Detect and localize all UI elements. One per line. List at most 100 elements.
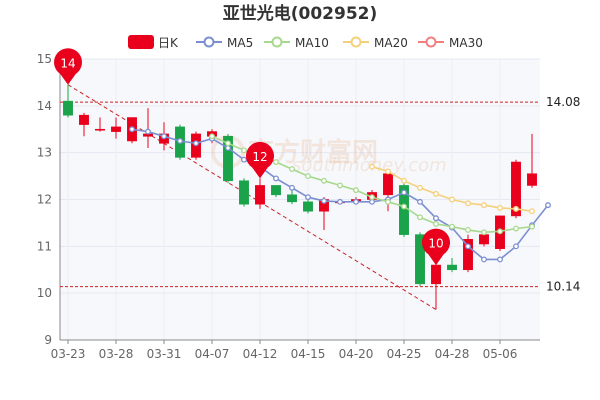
ma-point-ma5 (225, 145, 231, 151)
candle[interactable] (287, 190, 297, 205)
legend-item-ma10[interactable]: MA10 (264, 36, 329, 50)
ma-point-ma10 (497, 228, 503, 235)
legend-dot-ma20 (350, 36, 362, 48)
candle[interactable] (463, 234, 473, 273)
grid-lines (60, 58, 540, 341)
ma-point-ma10 (353, 187, 359, 194)
x-tick-label: 04-12 (243, 347, 278, 361)
candle[interactable] (239, 178, 249, 207)
candle[interactable] (111, 117, 121, 139)
chart-title: 亚世光电(002952) (223, 3, 378, 24)
price-markers: 14 12 10 (54, 48, 450, 266)
candle-body (431, 264, 441, 285)
legend-dot-ma5 (203, 36, 215, 48)
candle-body (63, 100, 73, 116)
ma-point-ma5 (497, 256, 503, 263)
ma-point-ma5 (161, 133, 167, 140)
candle[interactable] (415, 232, 425, 287)
ma-point-ma10 (241, 147, 247, 154)
ma-point-ma10 (417, 214, 423, 221)
ma-point-ma20 (497, 204, 503, 211)
ma-point-ma20 (465, 200, 471, 207)
ma-point-ma5 (545, 202, 551, 209)
price-marker-pin[interactable]: 12 (246, 141, 275, 179)
ma-point-ma20 (529, 208, 535, 215)
candle-body (223, 135, 233, 182)
x-tick-label: 03-23 (51, 347, 86, 361)
ma-point-ma5 (129, 126, 135, 133)
legend-label: MA20 (374, 36, 408, 50)
candle-body (111, 126, 121, 132)
ma-point-ma5 (177, 138, 183, 144)
ma-point-ma20 (417, 184, 423, 191)
legend-label: MA10 (295, 36, 329, 50)
ma-point-ma5 (289, 184, 295, 191)
candle[interactable] (303, 199, 313, 214)
candle-body (511, 161, 521, 217)
legend-label: MA5 (227, 36, 253, 50)
candle[interactable] (95, 117, 105, 132)
x-tick-label: 03-31 (147, 347, 182, 361)
legend-item-ma20[interactable]: MA20 (343, 36, 408, 50)
ma-point-ma20 (433, 190, 439, 197)
legend: 日K MA5 MA10 MA20 MA30 (128, 35, 483, 50)
ma-point-ma10 (273, 159, 279, 165)
ma-point-ma5 (417, 198, 423, 205)
ma-point-ma5 (337, 198, 343, 205)
price-marker-pin[interactable]: 10 (421, 228, 450, 266)
candle[interactable] (255, 178, 265, 209)
legend-item-日k[interactable]: 日K (128, 35, 179, 50)
reference-lines: 14.08 10.14 (60, 95, 580, 294)
candle-body (463, 239, 473, 271)
ma-point-ma20 (401, 177, 407, 184)
ma-point-ma10 (385, 198, 391, 205)
candle[interactable] (447, 258, 457, 273)
ma-point-ma10 (209, 133, 215, 140)
ma-point-ma5 (465, 243, 471, 250)
x-tick-label: 04-15 (291, 347, 326, 361)
candle-body (479, 234, 489, 245)
candle-body (383, 173, 393, 196)
ma-point-ma10 (465, 226, 471, 233)
legend-item-ma5[interactable]: MA5 (196, 36, 253, 50)
ma-point-ma20 (513, 205, 519, 212)
legend-item-ma30[interactable]: MA30 (418, 36, 483, 50)
ma-point-ma20 (481, 202, 487, 209)
candle-body (239, 180, 249, 205)
candle-body (287, 194, 297, 203)
ma-point-ma10 (529, 223, 535, 230)
ma-point-ma5 (433, 215, 439, 222)
reference-line-label: 10.14 (546, 280, 580, 294)
axes: 9 10 11 12 13 14 15 03-23 03-28 03-31 04-07 04-12 04… (37, 52, 540, 361)
ma-point-ma10 (369, 194, 375, 201)
candle[interactable] (63, 84, 73, 118)
marker-pin-shape (54, 48, 83, 85)
ma-point-ma5 (369, 198, 375, 205)
candle-body (415, 234, 425, 285)
price-marker-pin[interactable]: 14 (54, 48, 83, 85)
candle[interactable] (527, 133, 537, 188)
ma-point-ma10 (289, 166, 295, 173)
ma-point-ma5 (401, 189, 407, 196)
ma-point-ma5 (353, 198, 359, 205)
ma-point-ma10 (401, 203, 407, 210)
ma-point-ma5 (145, 128, 151, 135)
ma-point-ma20 (385, 168, 391, 175)
candle[interactable] (79, 112, 89, 137)
marker-pin-label: 10 (428, 237, 443, 251)
ma-point-ma20 (449, 196, 455, 203)
y-tick-label: 14 (37, 99, 52, 113)
marker-pin-shape (246, 141, 275, 179)
ma-point-ma10 (225, 140, 231, 147)
ma-point-ma5 (193, 140, 199, 147)
legend-swatch-日k (128, 35, 154, 49)
x-tick-label: 04-25 (387, 347, 422, 361)
ma-point-ma20 (369, 163, 375, 170)
marker-pin-label: 12 (252, 150, 267, 164)
reference-line-label: 14.08 (546, 95, 580, 109)
candle[interactable] (271, 185, 281, 198)
y-tick-label: 9 (44, 333, 52, 347)
ma-point-ma10 (449, 223, 455, 230)
ma-point-ma10 (305, 173, 311, 180)
ma-point-ma10 (513, 225, 519, 232)
